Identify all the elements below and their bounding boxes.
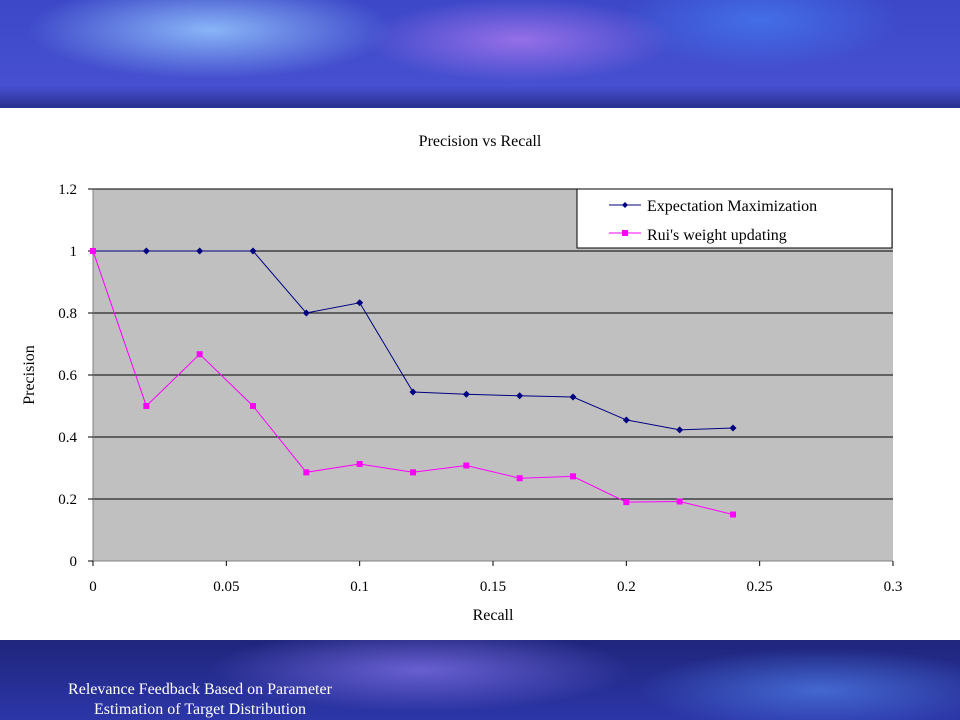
series-1-point-10 xyxy=(623,499,630,506)
x-tick-label-6: 0.3 xyxy=(884,579,903,595)
x-axis-ticks: 0 0.05 0.1 0.15 0.2 0.25 0.3 xyxy=(89,561,902,595)
series-1-point-4 xyxy=(303,469,310,476)
footer-line-2: Estimation of Target Distribution xyxy=(93,701,307,718)
series-1-point-2 xyxy=(196,351,203,358)
y-tick-label-4: 0.8 xyxy=(58,306,77,322)
series-1-point-9 xyxy=(570,473,576,480)
x-tick-label-5: 0.25 xyxy=(747,579,773,595)
footer-line-1: Relevance Feedback Based on Parameter xyxy=(68,681,332,698)
series-1-point-1 xyxy=(143,403,150,409)
x-tick-label-1: 0.05 xyxy=(213,579,239,595)
y-tick-label-0: 0 xyxy=(70,554,78,570)
y-tick-label-6: 1.2 xyxy=(58,182,77,198)
y-tick-label-2: 0.4 xyxy=(58,430,77,446)
series-0-point-4 xyxy=(302,309,310,317)
legend-box xyxy=(576,188,893,249)
series-0 xyxy=(89,247,737,434)
series-1-point-5 xyxy=(356,460,363,467)
x-tick-label-2: 0.1 xyxy=(350,579,369,595)
legend-em-label: Expectation Maximization xyxy=(647,198,817,215)
legend-rui-label: Rui's weight updating xyxy=(647,227,787,244)
footer-caption: Relevance Feedback Based on Parameter Es… xyxy=(40,680,360,720)
series-0-point-5 xyxy=(356,299,364,307)
x-axis-label: Recall xyxy=(473,607,514,624)
x-tick-label-4: 0.2 xyxy=(617,579,636,595)
chart-title: Precision vs Recall xyxy=(419,133,542,150)
series-1 xyxy=(90,248,736,518)
series-0-point-6 xyxy=(409,388,417,396)
series-1-point-3 xyxy=(250,403,256,409)
series-0-point-1 xyxy=(142,247,150,255)
series-0-point-8 xyxy=(516,392,524,400)
y-axis-ticks: 0 0.2 0.4 0.6 0.8 1 1.2 xyxy=(58,182,93,570)
y-tick-label-3: 0.6 xyxy=(58,368,77,384)
series-0-point-7 xyxy=(462,390,470,398)
y-tick-label-5: 1 xyxy=(70,244,78,260)
legend-em-marker xyxy=(622,202,628,208)
series-1-point-6 xyxy=(410,469,416,476)
series-0-point-2 xyxy=(196,247,204,255)
x-tick-label-3: 0.15 xyxy=(480,579,506,595)
series-0-point-11 xyxy=(676,426,684,434)
series-1-point-12 xyxy=(730,511,736,518)
series-layer xyxy=(89,247,737,518)
chart-panel: 0 0.05 0.1 0.15 0.2 0.25 0.3 0 0.2 0.4 0.6 0.8 1 1.2… xyxy=(0,108,960,640)
series-1-point-8 xyxy=(516,475,523,482)
series-0-point-12 xyxy=(729,424,737,432)
legend-rui-marker xyxy=(622,230,628,236)
y-tick-label-1: 0.2 xyxy=(58,492,77,508)
y-axis-label: Precision xyxy=(21,345,38,405)
series-0-point-10 xyxy=(622,416,630,424)
precision-recall-chart: 0 0.05 0.1 0.15 0.2 0.25 0.3 0 0.2 0.4 0.6 0.8 1 1.2… xyxy=(21,133,902,624)
series-1-point-0 xyxy=(90,248,96,254)
x-tick-label-0: 0 xyxy=(89,579,97,595)
series-0-point-9 xyxy=(569,393,577,401)
legend: Expectation Maximization Rui's weight up… xyxy=(576,188,893,249)
series-0-point-3 xyxy=(249,247,257,255)
series-1-point-7 xyxy=(463,462,470,469)
series-1-point-11 xyxy=(676,498,683,505)
